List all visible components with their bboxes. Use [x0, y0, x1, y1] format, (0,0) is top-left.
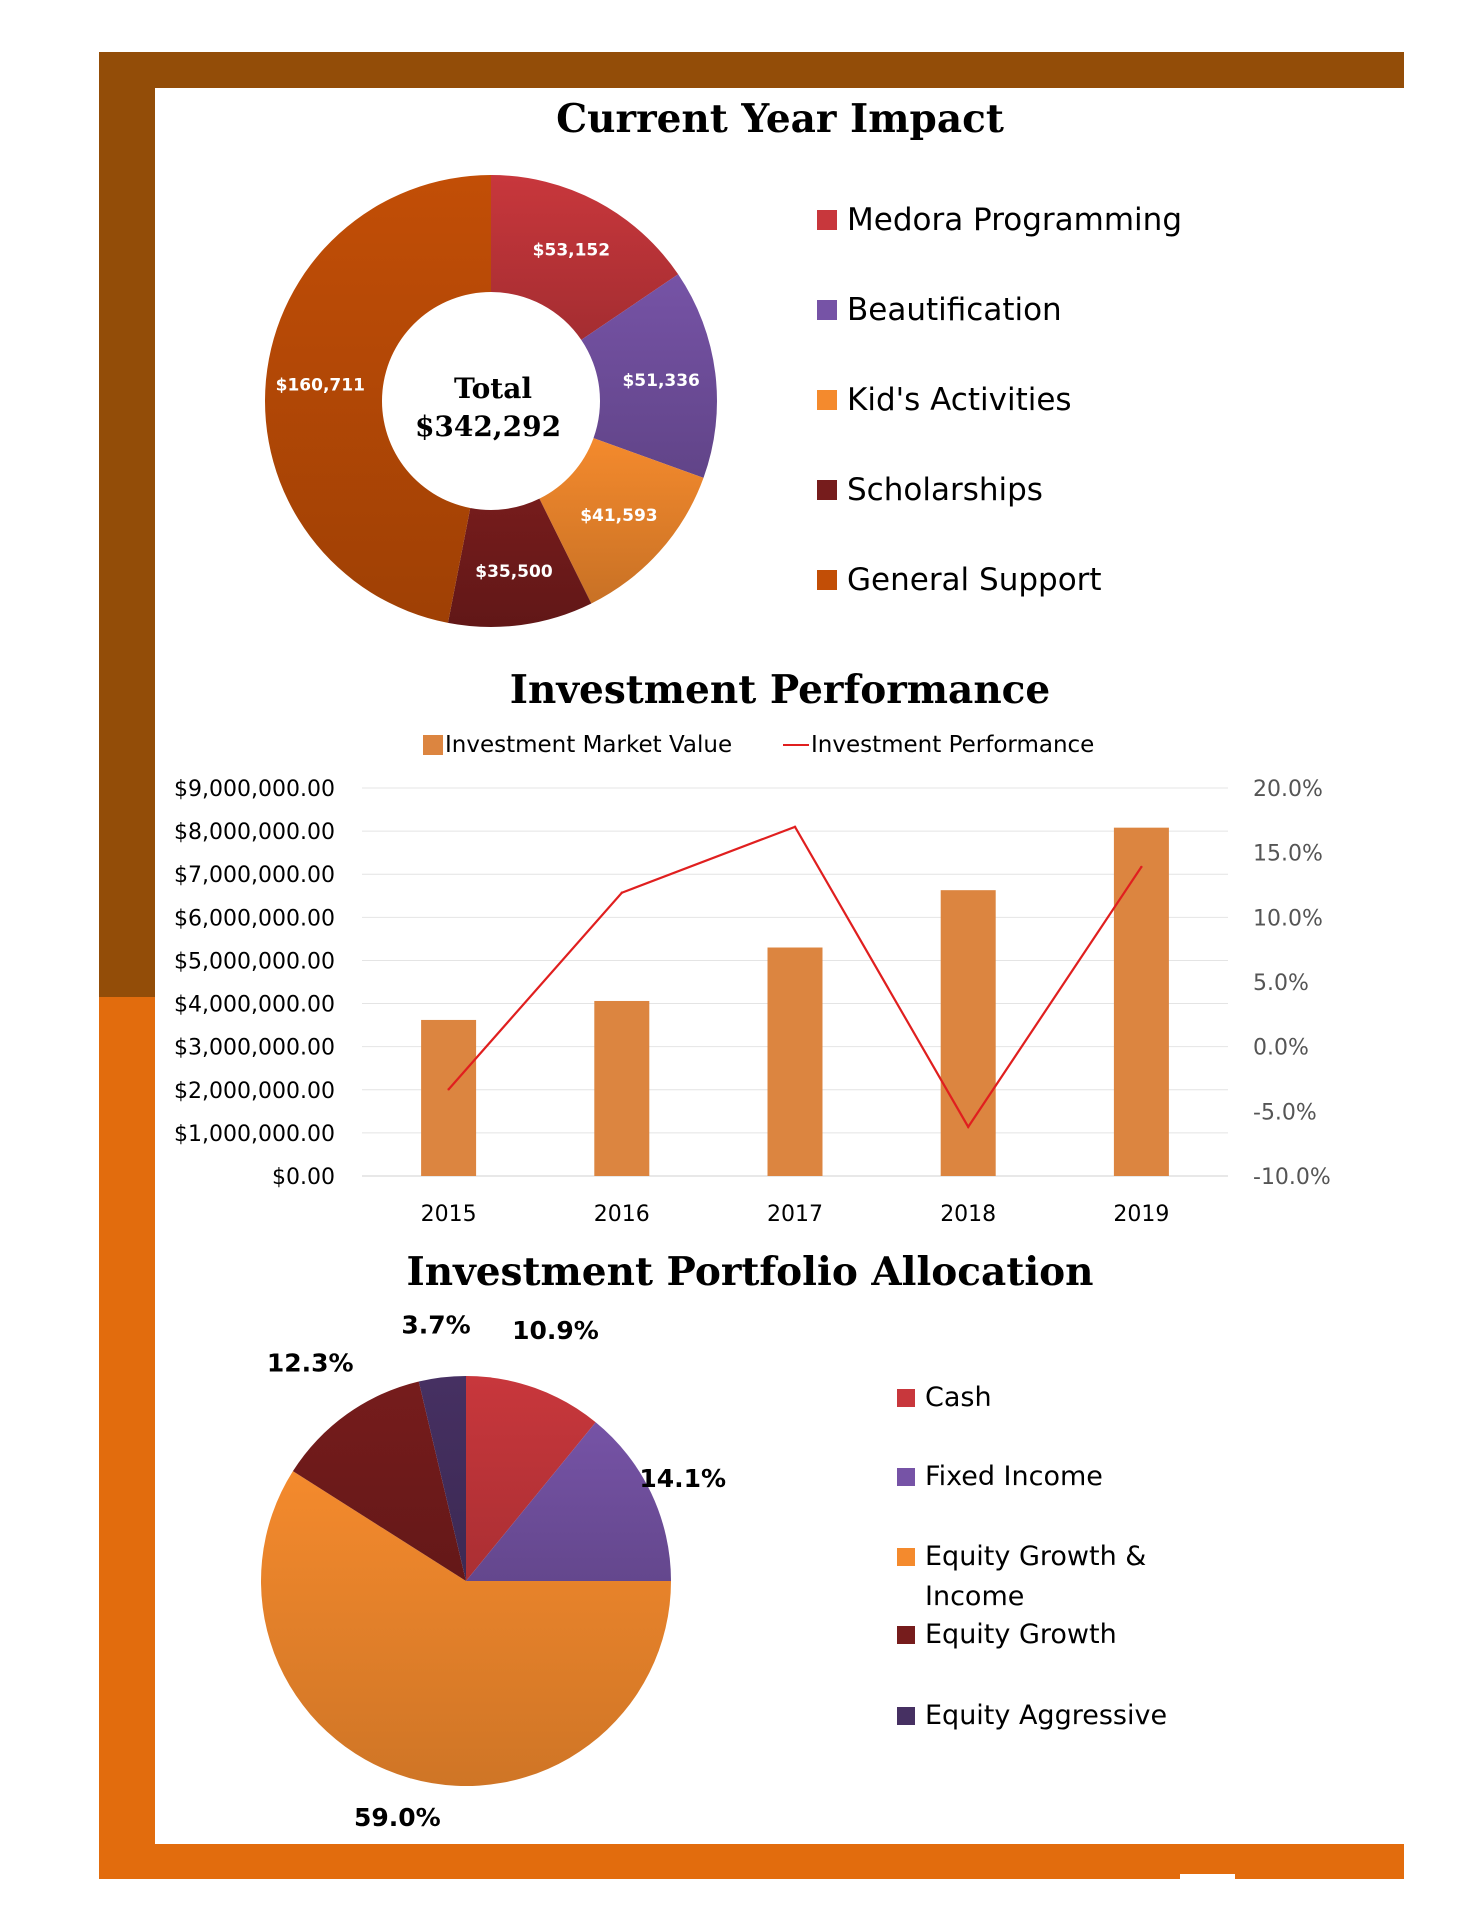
allocation-legend-item: Equity Growth & Income — [897, 1541, 1155, 1617]
legend-label: Equity Growth — [925, 1619, 1117, 1650]
impact-legend-item: Medora Programming — [817, 202, 1182, 238]
impact-legend-item: Scholarships — [817, 472, 1043, 508]
impact-legend-item: General Support — [817, 562, 1102, 598]
bar-legend-label: Investment Market Value — [445, 732, 733, 758]
legend-swatch — [897, 1707, 915, 1725]
frame-left-border-orange — [99, 997, 155, 1879]
legend-label: General Support — [847, 562, 1102, 598]
legend-label: Beautification — [847, 292, 1062, 328]
legend-label: Scholarships — [847, 472, 1043, 508]
line-legend-label: Investment Performance — [811, 732, 1095, 758]
impact-legend-item: Kid's Activities — [817, 382, 1072, 418]
legend-swatch — [817, 480, 837, 500]
legend-label: Medora Programming — [847, 202, 1182, 238]
bar-legend-swatch — [423, 735, 443, 755]
frame-notch — [1180, 1874, 1235, 1879]
legend-swatch — [897, 1468, 915, 1486]
legend-swatch — [897, 1626, 915, 1644]
legend-label: Equity Aggressive — [925, 1700, 1168, 1731]
legend-swatch — [897, 1548, 915, 1566]
legend-swatch — [897, 1389, 915, 1407]
frame-bottom-border — [99, 1844, 1404, 1879]
performance-legend-bar: Investment Market Value — [423, 732, 732, 758]
allocation-legend-item: Equity Growth — [897, 1619, 1117, 1655]
frame-top-border — [99, 52, 1404, 88]
frame-left-border-brown — [99, 52, 155, 997]
performance-chart-title: Investment Performance — [509, 667, 1051, 713]
impact-chart-title: Current Year Impact — [556, 96, 1004, 142]
allocation-legend-item: Fixed Income — [897, 1461, 1103, 1497]
allocation-chart-title: Investment Portfolio Allocation — [406, 1249, 1094, 1295]
allocation-legend-item: Equity Aggressive — [897, 1700, 1167, 1736]
legend-swatch — [817, 300, 837, 320]
impact-legend-item: Beautification — [817, 292, 1062, 328]
legend-label: Kid's Activities — [847, 382, 1072, 418]
line-legend-swatch — [783, 744, 809, 746]
performance-legend-line: Investment Performance — [783, 732, 1094, 758]
legend-label: Fixed Income — [925, 1461, 1103, 1492]
legend-label: Cash — [925, 1382, 992, 1413]
legend-swatch — [817, 390, 837, 410]
legend-label: Equity Growth & Income — [925, 1541, 1147, 1612]
allocation-legend-item: Cash — [897, 1382, 992, 1418]
legend-swatch — [817, 570, 837, 590]
content-panel — [155, 88, 1404, 1844]
legend-swatch — [817, 210, 837, 230]
